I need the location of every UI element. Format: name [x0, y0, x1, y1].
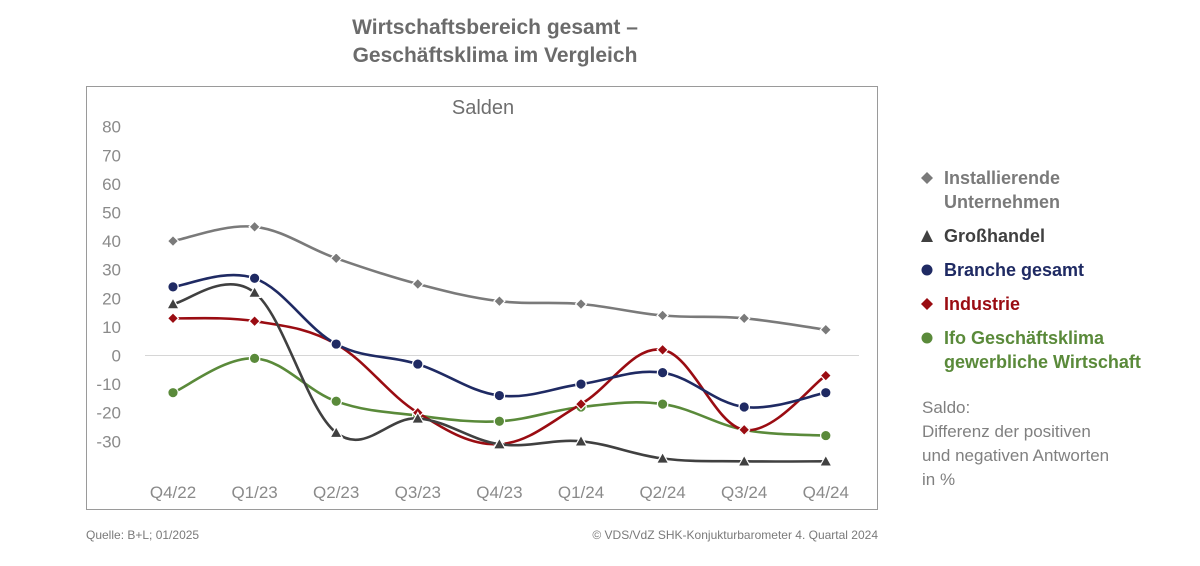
data-point: [248, 352, 261, 365]
legend-item-grosshandel: Großhandel: [920, 224, 1190, 248]
legend-label: Installierende Unternehmen: [944, 168, 1061, 212]
legend-item-installierende: Installierende Unternehmen: [920, 166, 1190, 214]
legend-item-branche-gesamt: Branche gesamt: [920, 258, 1190, 282]
data-point: [247, 285, 262, 298]
legend-label: Branche gesamt: [944, 260, 1085, 280]
data-point: [248, 220, 261, 234]
legend-label: Großhandel: [944, 226, 1046, 246]
legend-label: Ifo Geschäftsklima gewerbliche Wirtschaf…: [944, 328, 1141, 372]
legend-marker-triangle-icon: [920, 224, 934, 248]
data-point: [330, 395, 342, 408]
data-point: [411, 358, 424, 370]
line-chart: Salden 80 70 60 50 40 30 20 10 0 -10 -20 -30 Q4/22 Q1/…: [96, 97, 859, 502]
x-tick-label: Q2/24: [639, 483, 685, 502]
data-point: [411, 277, 425, 291]
y-tick-label: -10: [96, 375, 121, 394]
y-tick-label: -20: [96, 404, 121, 423]
x-tick-label: Q1/23: [231, 483, 277, 502]
x-tick-label: Q3/24: [721, 483, 767, 502]
y-tick-label: 80: [102, 118, 121, 137]
x-tick-label: Q4/23: [476, 483, 522, 502]
data-point: [737, 423, 751, 437]
data-point: [493, 294, 506, 308]
x-tick-label: Q4/24: [803, 483, 849, 502]
data-point: [656, 398, 669, 410]
data-point: [165, 296, 181, 310]
source-footer: Quelle: B+L; 01/2025: [86, 528, 200, 542]
y-tick-label: 30: [102, 261, 121, 280]
data-point: [167, 281, 179, 293]
data-point: [656, 309, 669, 322]
data-point: [655, 451, 670, 464]
x-tick-label: Q2/23: [313, 483, 359, 502]
data-point: [329, 251, 343, 265]
legend-marker-diamond-icon: [920, 292, 934, 316]
data-point: [737, 454, 752, 467]
x-tick-label: Q1/24: [558, 483, 604, 502]
data-point: [166, 234, 180, 248]
y-tick-label: -30: [96, 432, 121, 451]
chart-subtitle: Salden: [452, 97, 514, 119]
chart-title-line-1: Wirtschaftsbereich gesamt –: [352, 16, 638, 39]
data-point: [248, 272, 261, 285]
data-point: [819, 429, 832, 442]
chart-title: Wirtschaftsbereich gesamt – Geschäftskli…: [280, 14, 710, 70]
y-tick-label: 40: [102, 232, 121, 251]
data-point: [819, 369, 833, 382]
data-point: [574, 297, 588, 311]
data-point: [737, 311, 751, 325]
legend-label: Industrie: [944, 294, 1021, 314]
copyright-footer: © VDS/VdZ SHK-Konjukturbarometer 4. Quar…: [592, 528, 878, 542]
data-point: [574, 397, 588, 411]
y-tick-label: 10: [102, 318, 121, 337]
data-point: [329, 425, 344, 439]
data-point: [656, 366, 669, 379]
data-point: [248, 314, 261, 328]
data-point: [166, 311, 180, 325]
saldo-note: Saldo: Differenz der positiven und negat…: [922, 398, 1110, 489]
legend-marker-circle-icon: [920, 258, 934, 282]
data-point: [492, 436, 507, 450]
series-line: [172, 283, 826, 463]
data-point: [493, 389, 506, 402]
data-point: [656, 343, 669, 357]
legend-marker-circle-icon: [920, 326, 934, 350]
chart-frame: Salden 80 70 60 50 40 30 20 10 0 -10 -20 -30 Q4/22 Q1/…: [86, 86, 878, 510]
legend-item-ifo: Ifo Geschäftsklima gewerbliche Wirtschaf…: [920, 326, 1190, 374]
data-point: [819, 323, 833, 337]
legend-item-industrie: Industrie: [920, 292, 1190, 316]
y-tick-label: 60: [102, 175, 121, 194]
y-tick-label: 0: [112, 347, 121, 366]
data-point: [818, 454, 833, 467]
x-tick-label: Q3/23: [395, 483, 441, 502]
legend: Installierende Unternehmen Großhandel Br…: [920, 166, 1190, 384]
y-tick-label: 20: [102, 289, 121, 308]
data-point: [575, 378, 587, 390]
data-point: [167, 386, 179, 399]
data-point: [573, 434, 589, 447]
data-point: [330, 338, 342, 350]
legend-marker-diamond-icon: [920, 166, 934, 190]
data-point: [410, 411, 425, 424]
x-tick-label: Q4/22: [150, 483, 196, 502]
y-tick-label: 50: [102, 204, 121, 223]
data-point: [493, 415, 506, 428]
data-point: [819, 386, 832, 399]
chart-title-line-2: Geschäftsklima im Vergleich: [352, 44, 638, 67]
data-point: [738, 401, 750, 413]
y-tick-label: 70: [102, 146, 121, 165]
